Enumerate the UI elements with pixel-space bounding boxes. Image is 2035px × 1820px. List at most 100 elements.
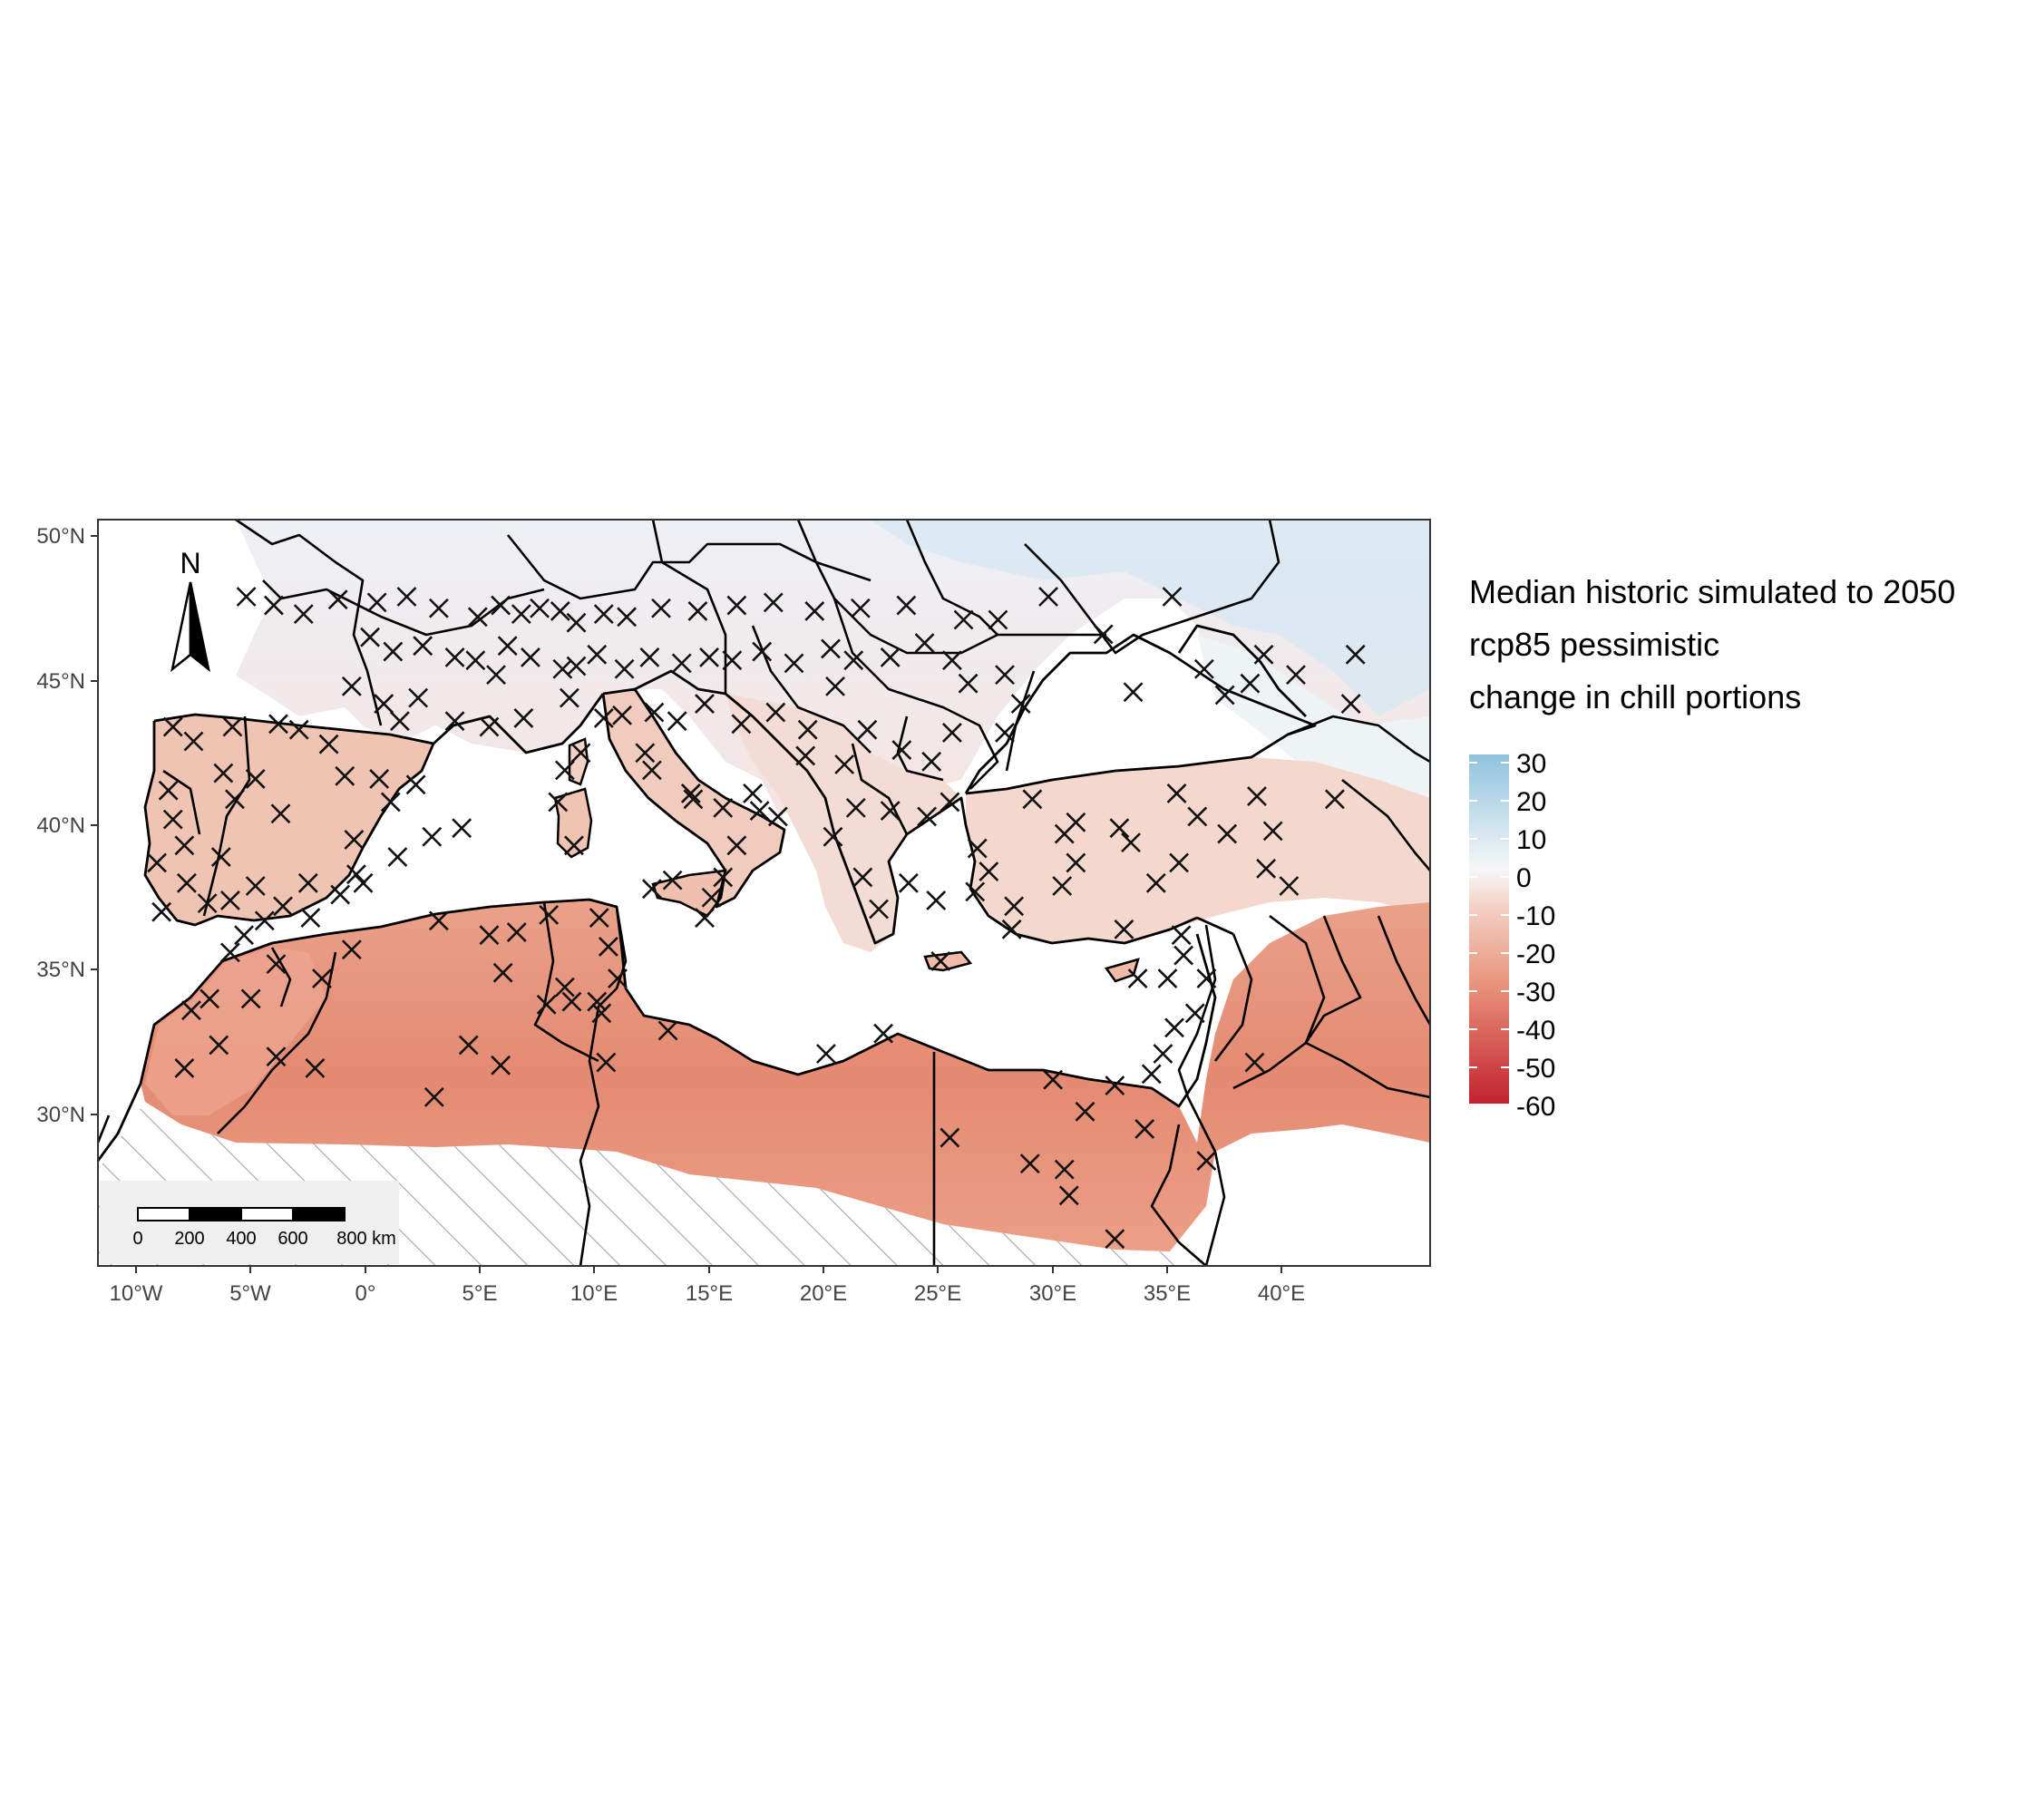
station-marker [1164,1017,1184,1038]
station-marker [219,891,240,910]
station-marker [683,789,704,810]
station-marker [210,847,231,868]
station-marker [335,765,355,786]
station-marker [444,711,465,732]
station-marker [722,650,743,671]
coastlines [98,624,1317,1162]
station-marker [174,1058,195,1078]
station-marker [726,595,747,616]
station-marker [254,910,275,931]
station-marker [312,968,332,988]
land-north-africa [141,900,1430,1251]
station-marker [1123,682,1144,703]
scale-bar: 0 200 400 600 800 km [100,1181,399,1264]
station-marker [967,838,988,859]
station-marker [639,647,660,667]
station-marker [1196,1151,1217,1171]
north-arrow-right-half [189,581,210,673]
station-marker [513,708,534,728]
latitude-axis: 50°N 45°N 40°N 35°N 30°N [36,524,98,1127]
station-marker [1184,1003,1205,1024]
station-marker [554,977,575,998]
station-marker [701,887,722,908]
station-marker [795,745,816,766]
legend-title-line-2: rcp85 pessimistic [1469,626,1720,663]
legend-gradient-bar [1469,754,1509,1104]
station-marker [240,988,261,1009]
land-balkans [725,694,961,952]
station-marker [491,595,511,616]
legend-tick-minus60: -60 [1516,1092,1555,1122]
station-marker [930,951,951,971]
station-marker [731,714,752,735]
station-marker [1022,789,1043,810]
station-marker [1019,1153,1040,1174]
lat-label-35n: 35°N [36,958,85,982]
station-marker [857,719,878,740]
station-marker [1187,806,1208,827]
station-marker [979,861,999,881]
station-marker [752,641,773,662]
station-marker [598,937,618,957]
station-marker [1244,1052,1265,1073]
station-marker [444,647,465,667]
legend-tick-10: 10 [1516,825,1546,855]
station-marker [566,656,587,676]
lon-label-40e: 40°E [1258,1281,1305,1306]
station-marker [344,830,365,850]
station-marker [591,1003,612,1024]
lat-label-40n: 40°N [36,813,85,838]
station-marker [458,1035,479,1056]
station-marker [1127,968,1148,988]
lon-label-15e: 15°E [686,1281,733,1306]
station-marker [550,601,570,621]
station-marker [641,879,662,900]
station-marker [222,716,243,737]
station-marker [1193,658,1214,679]
station-marker [1173,945,1194,966]
lon-label-30e: 30°E [1029,1281,1076,1306]
station-marker [1001,919,1022,939]
map-panel: N 0 200 400 600 800 km [98,520,1430,1266]
station-marker [965,881,986,902]
station-marker [396,587,417,607]
station-marker [614,658,635,679]
land-europe [236,520,1430,816]
scale-tick-400: 400 [226,1229,256,1249]
station-marker [612,705,632,725]
station-marker [497,636,518,657]
scale-seg-3 [240,1207,294,1221]
station-marker [767,806,788,827]
station-marker [651,598,671,618]
station-marker [405,774,426,795]
lon-label-10w: 10°W [110,1281,163,1306]
station-marker [914,633,935,653]
station-marker [162,809,183,830]
station-marker [1052,876,1073,896]
station-marker [327,589,348,610]
station-marker [147,852,167,873]
station-marker [428,910,449,931]
station-marker [926,891,947,910]
station-marker [408,687,429,708]
station-marker [617,607,637,628]
legend-tick-minus50: -50 [1516,1054,1555,1084]
station-marker [369,769,390,789]
station-marker [995,665,1015,686]
legend-tick-minus20: -20 [1516,939,1555,969]
station-marker [608,968,628,988]
station-marker [383,641,404,662]
station-marker [200,988,220,1009]
station-marker [225,789,245,810]
map-panel-border [97,519,1431,1267]
station-marker [843,650,864,671]
station-marker [1214,685,1235,706]
station-marker [1075,1101,1095,1122]
station-marker [176,872,197,893]
station-marker [181,1000,201,1021]
station-marker [209,1035,229,1056]
station-marker [797,719,818,740]
lon-label-10e: 10°E [570,1281,618,1306]
station-marker [953,609,974,630]
station-marker [680,783,701,803]
